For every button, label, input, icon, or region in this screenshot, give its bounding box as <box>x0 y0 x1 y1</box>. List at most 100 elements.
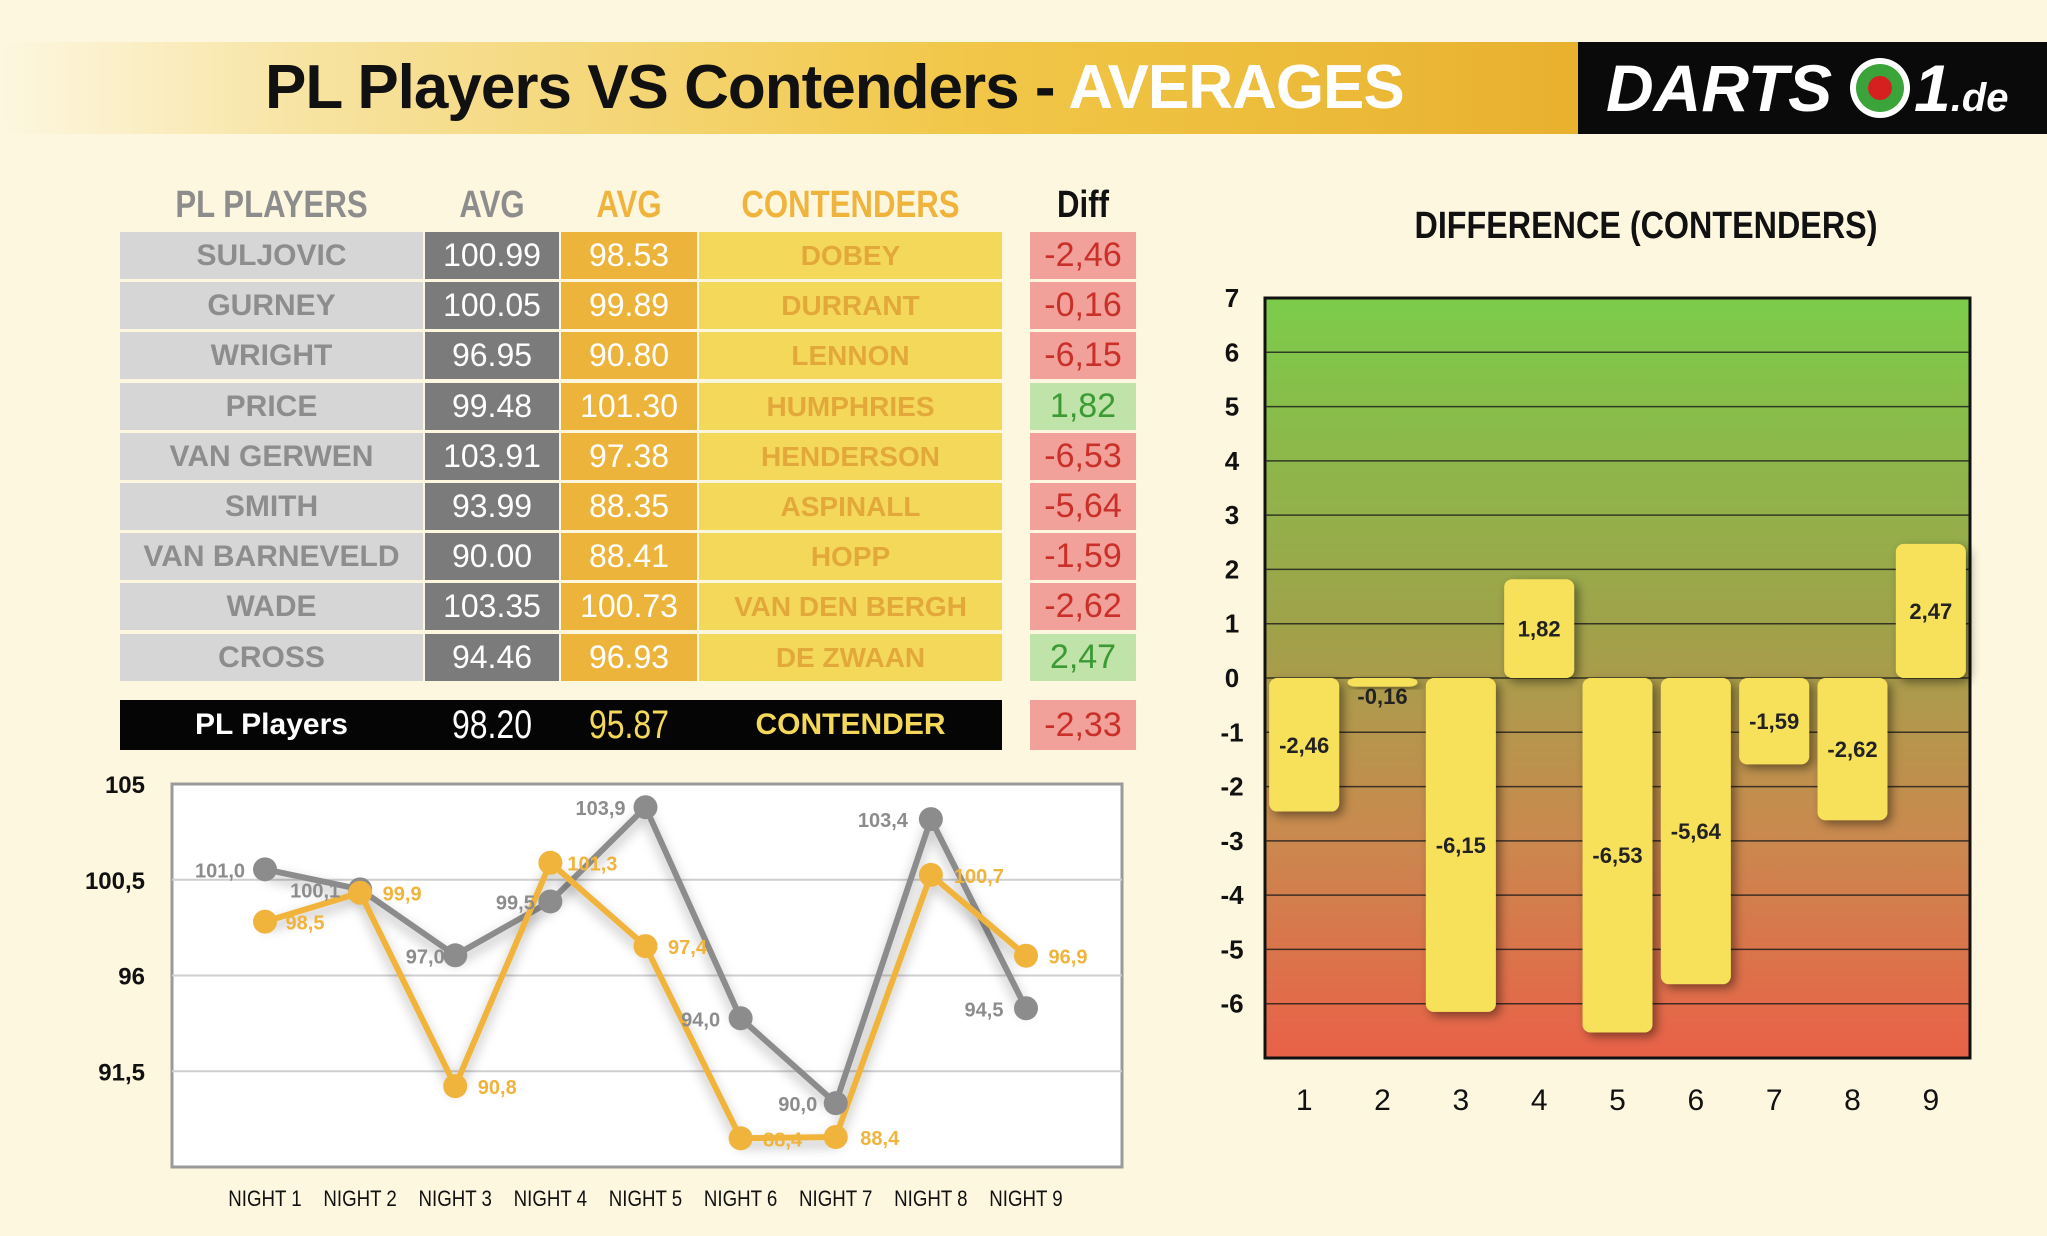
x-tick-label: 5 <box>1609 1084 1626 1117</box>
contender-name: DURRANT <box>699 282 1002 330</box>
data-label: 103,9 <box>575 798 625 820</box>
y-tick-label: 7 <box>1225 283 1239 313</box>
y-tick-label: 6 <box>1225 337 1239 367</box>
diff-value: -2,46 <box>1030 232 1136 279</box>
x-tick-label: 2 <box>1374 1084 1391 1117</box>
bar-value-label: 1,82 <box>1518 617 1561 642</box>
diff-value: -6,53 <box>1030 432 1136 480</box>
data-label: 103,4 <box>858 810 909 832</box>
data-label: 101,0 <box>195 860 245 882</box>
x-tick-label: NIGHT 4 <box>514 1188 587 1212</box>
bar-value-label: -2,46 <box>1279 733 1329 758</box>
contender-avg: 100.73 <box>561 583 697 631</box>
line-chart: 105 100,5 96 91,5 NIGHT 1 NIGHT 2 NIGHT 3 NIGHT… <box>85 772 1124 1212</box>
bar-chart-title: DIFFERENCE (CONTENDERS) <box>1414 205 1878 247</box>
contender-avg: 98.53 <box>561 232 697 279</box>
y-tick-label: 2 <box>1225 554 1239 584</box>
x-tick-label: NIGHT 3 <box>419 1188 492 1212</box>
y-tick-label: 91,5 <box>98 1059 145 1086</box>
summary-diff: -2,33 <box>1030 700 1136 750</box>
y-tick-label: 0 <box>1225 663 1239 693</box>
contender-name: DE ZWAAN <box>699 633 1002 681</box>
series-point <box>823 1091 848 1116</box>
title-main: PL Players VS Contenders - <box>265 53 1069 122</box>
y-tick-label: -3 <box>1220 826 1243 856</box>
series-point <box>918 807 943 832</box>
y-tick-label: 1 <box>1225 609 1239 639</box>
series-point <box>1014 996 1038 1021</box>
contender-avg: 88.41 <box>561 533 697 581</box>
header-avg-contenders: AVG <box>596 184 662 226</box>
y-tick-label: -1 <box>1220 717 1243 747</box>
summary-player-avg: 98.20 <box>451 703 533 747</box>
contender-avg: 99.89 <box>561 282 697 330</box>
data-label: 100,1 <box>290 880 340 902</box>
diff-value: -5,64 <box>1030 483 1136 530</box>
player-avg: 93.99 <box>425 483 559 530</box>
x-tick-label: NIGHT 1 <box>228 1188 301 1212</box>
player-name: WADE <box>120 583 423 631</box>
contender-name: HOPP <box>699 533 1002 581</box>
series-point <box>1014 943 1038 968</box>
contender-avg: 90.80 <box>561 332 697 380</box>
bar-value-label: -2,62 <box>1827 737 1877 762</box>
y-tick-label: -5 <box>1220 934 1243 964</box>
data-label: 90,0 <box>778 1094 817 1116</box>
series-point <box>253 857 277 882</box>
bar-value-label: -1,59 <box>1749 709 1799 734</box>
bar <box>1582 678 1653 1033</box>
data-label: 100,7 <box>954 866 1004 888</box>
logo-suffix-digit: 1 <box>1914 51 1951 125</box>
player-name: VAN BARNEVELD <box>120 533 423 581</box>
series-point <box>728 1126 753 1151</box>
x-tick-label: NIGHT 7 <box>799 1188 872 1212</box>
data-label: 99,9 <box>383 884 422 906</box>
logo-domain: .de <box>1950 76 2009 120</box>
x-tick-label: NIGHT 6 <box>704 1188 777 1212</box>
x-tick-label: NIGHT 8 <box>894 1188 967 1212</box>
series-point <box>443 1074 468 1099</box>
contender-avg: 97.38 <box>561 432 697 480</box>
contender-avg: 88.35 <box>561 483 697 530</box>
contender-avg: 96.93 <box>561 633 697 681</box>
data-label: 88,4 <box>763 1129 803 1151</box>
contender-name: HENDERSON <box>699 432 1002 480</box>
diff-value: -6,15 <box>1030 332 1136 380</box>
series-point <box>823 1124 848 1149</box>
player-name: CROSS <box>120 633 423 681</box>
contender-avg: 101.30 <box>561 382 697 430</box>
data-label: 99,5 <box>496 892 535 914</box>
series-point <box>918 862 943 887</box>
player-avg: 100.05 <box>425 282 559 330</box>
data-label: 97,4 <box>668 937 708 959</box>
bar-value-label: 2,47 <box>1909 599 1952 624</box>
data-label: 88,4 <box>860 1128 900 1150</box>
series-point <box>633 934 658 959</box>
header-diff: Diff <box>1057 184 1109 226</box>
data-label: 98,5 <box>286 913 325 935</box>
y-tick-label: -4 <box>1220 880 1244 910</box>
series-point <box>633 795 658 820</box>
bar <box>1660 678 1731 985</box>
contender-name: DOBEY <box>699 232 1002 279</box>
player-name: VAN GERWEN <box>120 432 423 480</box>
header-players: PL PLAYERS <box>175 184 368 226</box>
player-name: WRIGHT <box>120 332 423 380</box>
bar <box>1895 543 1966 678</box>
player-name: SULJOVIC <box>120 232 423 279</box>
bar-value-label: -5,64 <box>1671 819 1722 844</box>
page-title: PL Players VS Contenders - AVERAGES <box>265 52 1405 132</box>
bar-value-label: -6,15 <box>1436 833 1486 858</box>
x-tick-label: NIGHT 5 <box>609 1188 682 1212</box>
diff-value: -2,62 <box>1030 583 1136 631</box>
player-avg: 90.00 <box>425 533 559 581</box>
contender-name: VAN DEN BERGH <box>699 583 1002 631</box>
x-tick-label: 8 <box>1844 1084 1861 1117</box>
x-tick-label: NIGHT 2 <box>323 1188 396 1212</box>
contender-name: HUMPHRIES <box>699 382 1002 430</box>
logo: DARTS 1.de <box>1578 42 2047 134</box>
header-banner <box>0 42 1578 134</box>
data-label: 97,0 <box>406 946 445 968</box>
series-point <box>538 889 563 914</box>
logo-text: DARTS <box>1606 51 1833 125</box>
